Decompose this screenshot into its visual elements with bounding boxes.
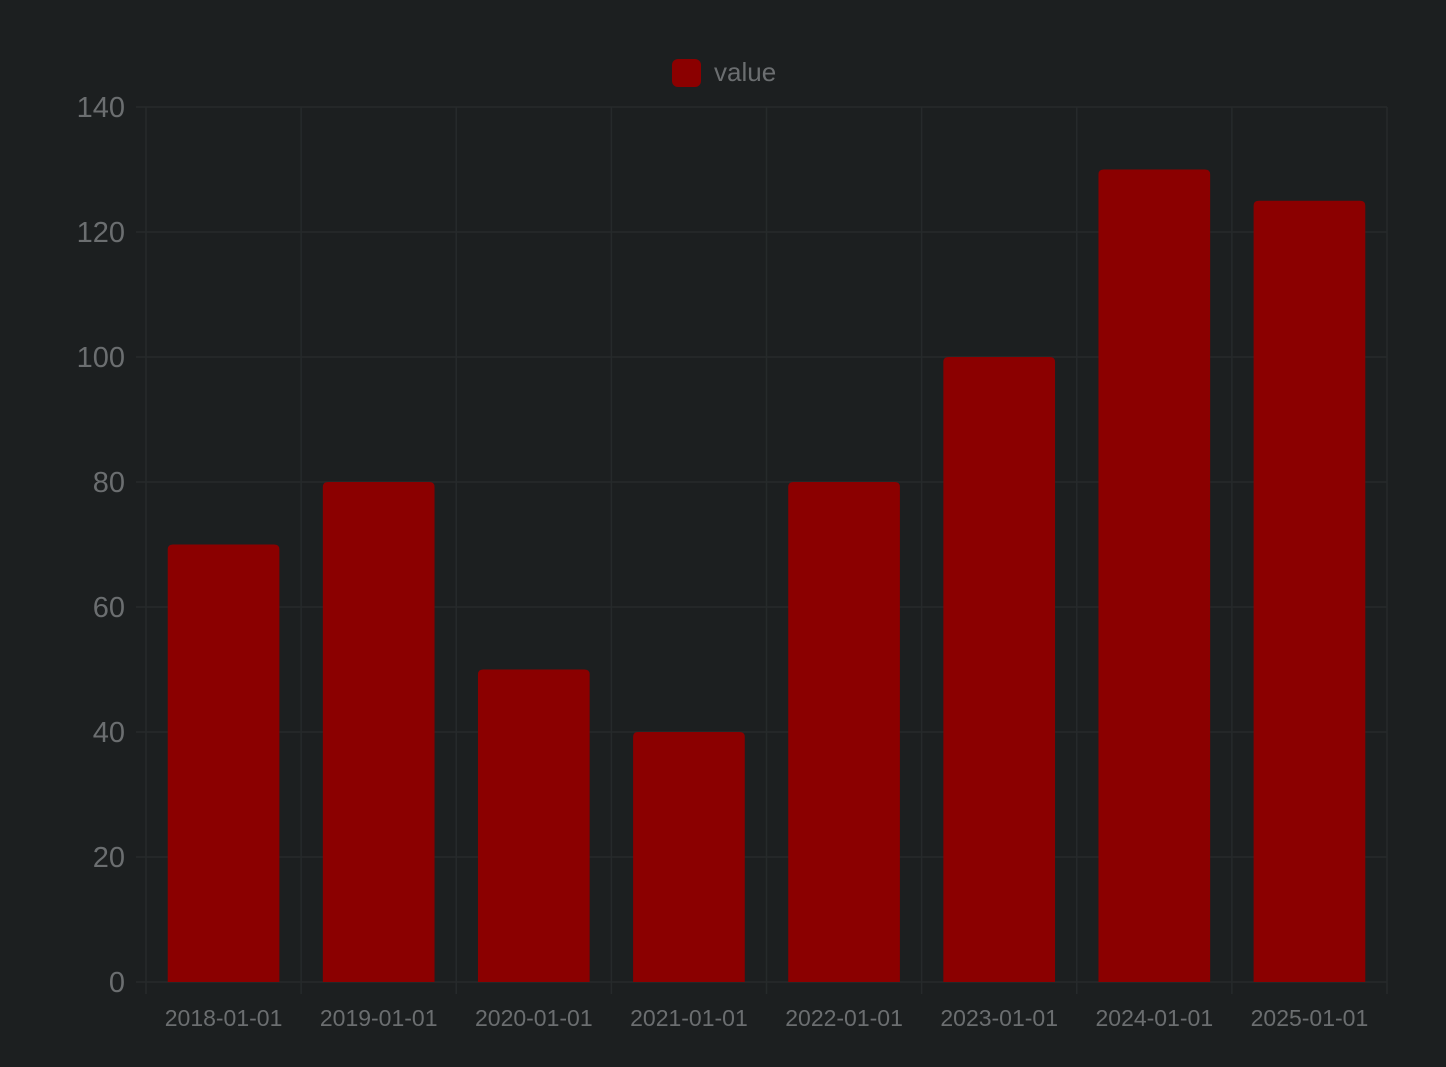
bar-2023-01-01[interactable] xyxy=(943,357,1056,982)
x-tick-label: 2019-01-01 xyxy=(320,1005,438,1031)
x-tick-label: 2023-01-01 xyxy=(940,1005,1058,1031)
x-tick-label: 2020-01-01 xyxy=(475,1005,593,1031)
bar-2019-01-01[interactable] xyxy=(322,482,435,982)
bar-2024-01-01[interactable] xyxy=(1098,169,1211,983)
y-tick-label: 60 xyxy=(93,592,125,624)
x-tick-label: 2022-01-01 xyxy=(785,1005,903,1031)
legend-swatch[interactable] xyxy=(672,59,701,87)
y-tick-label: 80 xyxy=(93,467,125,499)
bar-2021-01-01[interactable] xyxy=(633,732,745,982)
bars xyxy=(167,169,1366,983)
y-axis-tick-labels: 0 20 40 60 80 100 120 140 xyxy=(77,92,125,999)
y-tick-label: 120 xyxy=(77,217,125,249)
legend-label-value[interactable]: value xyxy=(714,57,776,87)
y-tick-label: 20 xyxy=(93,842,125,874)
x-axis-tick-labels: 2018-01-01 2019-01-01 2020-01-01 2021-01-01… xyxy=(165,1005,1369,1031)
x-tick-label: 2018-01-01 xyxy=(165,1005,283,1031)
y-tick-label: 40 xyxy=(93,717,125,749)
y-tick-label: 140 xyxy=(77,92,125,124)
bar-2020-01-01[interactable] xyxy=(477,669,590,983)
y-tick-label: 100 xyxy=(77,342,125,374)
x-tick-label: 2021-01-01 xyxy=(630,1005,748,1031)
legend[interactable]: value xyxy=(672,57,776,87)
bar-2025-01-01[interactable] xyxy=(1253,200,1366,982)
x-tick-label: 2025-01-01 xyxy=(1251,1005,1369,1031)
bar-2018-01-01[interactable] xyxy=(167,544,280,983)
bar-2022-01-01[interactable] xyxy=(788,482,900,982)
x-tick-label: 2024-01-01 xyxy=(1095,1005,1213,1031)
y-tick-label: 0 xyxy=(109,967,125,999)
